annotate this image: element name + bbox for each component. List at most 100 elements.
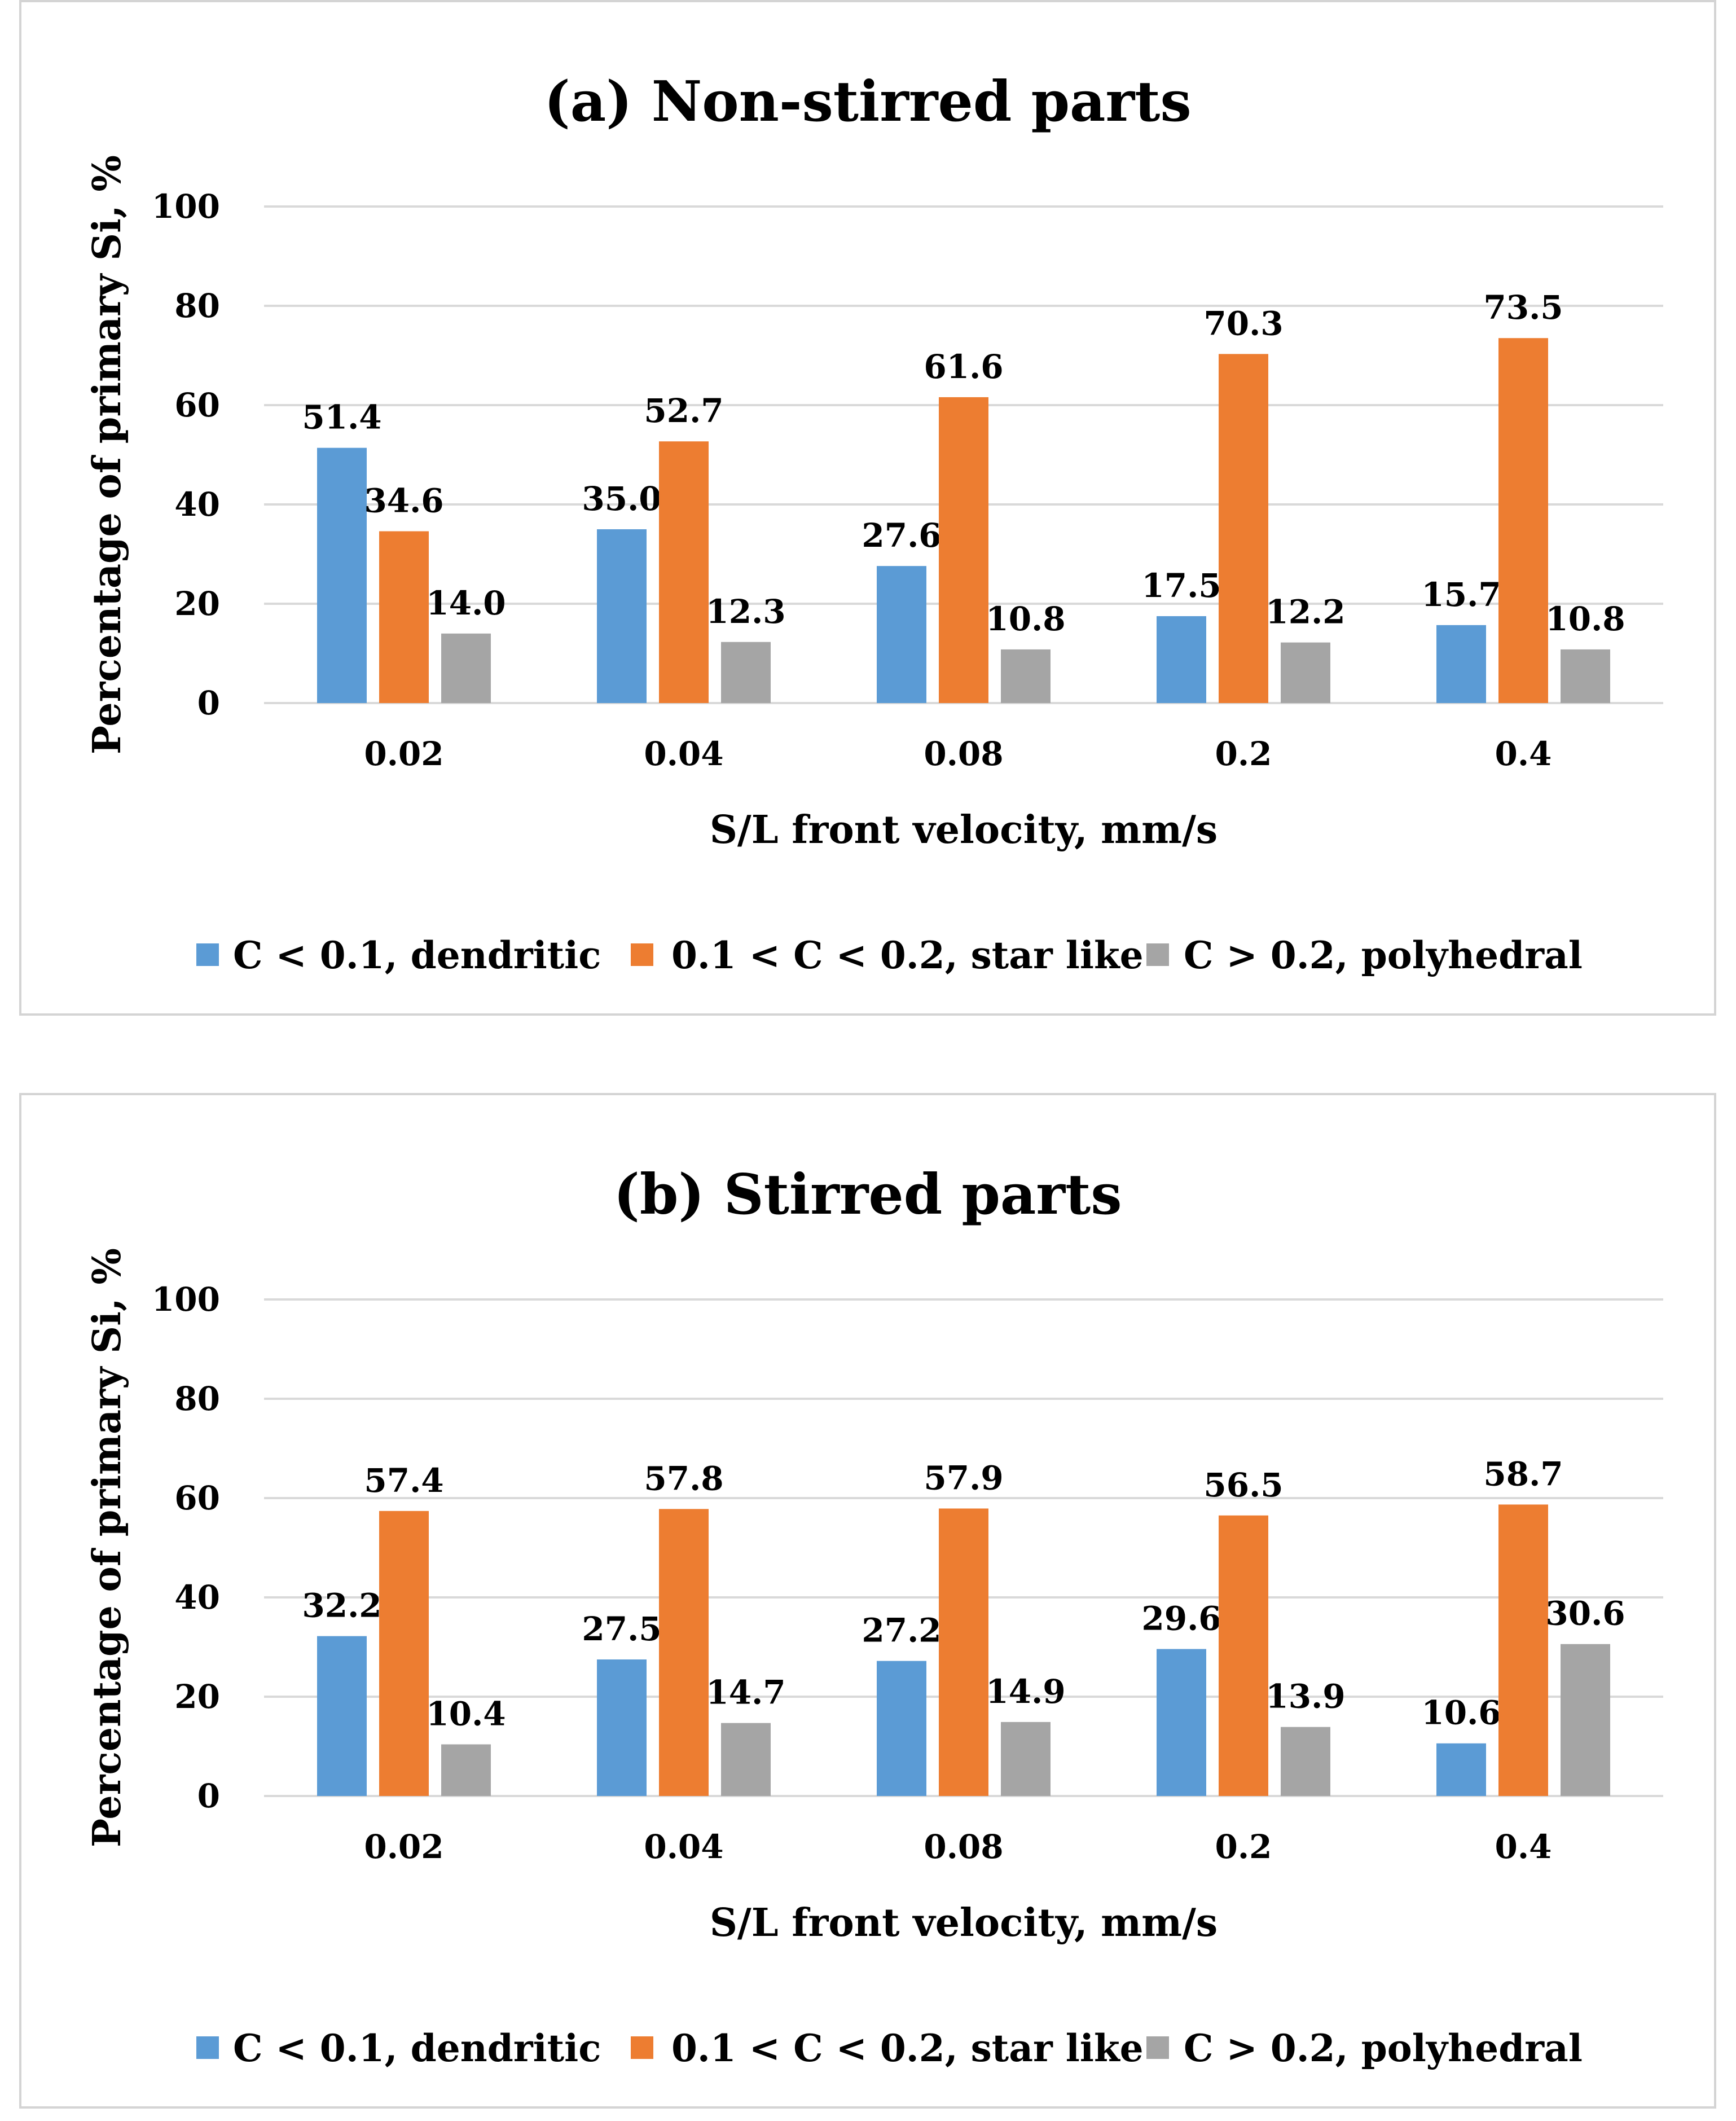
data-label: 57.8 (644, 1459, 723, 1498)
x-tick-label: 0.4 (1495, 735, 1552, 773)
bar (939, 1508, 988, 1796)
data-label: 17.5 (1141, 567, 1221, 605)
data-label: 12.3 (706, 592, 785, 631)
x-tick-label: 0.02 (364, 1828, 443, 1866)
bar (1498, 1504, 1548, 1796)
chart-panel-b: (b) Stirred parts 0 20 40 60 80 100 Percentage … (19, 1093, 1716, 2109)
data-label: 34.6 (364, 482, 443, 520)
x-tick-label: 0.4 (1495, 1828, 1552, 1866)
bar (317, 1636, 367, 1796)
data-label: 61.6 (924, 348, 1003, 386)
bar (659, 441, 709, 703)
legend-label: C > 0.2, polyhedral (1184, 933, 1583, 977)
y-tick-label: 100 (152, 187, 220, 226)
bar (441, 633, 491, 703)
y-tick-label: 60 (174, 386, 220, 424)
data-label: 14.7 (706, 1674, 785, 1712)
legend-swatch (196, 943, 219, 966)
bar (1561, 649, 1610, 703)
data-label: 30.6 (1545, 1595, 1625, 1633)
bar (1219, 1515, 1268, 1796)
bar (317, 447, 367, 703)
bar-chart-b: (b) Stirred parts 0 20 40 60 80 100 Percentage … (85, 1162, 1663, 2070)
y-tick-label: 60 (174, 1479, 220, 1517)
y-tick-label: 100 (152, 1280, 220, 1319)
y-axis-title: Percentage of primary Si, % (85, 1248, 130, 1847)
x-tick-label: 0.04 (644, 1828, 723, 1866)
data-label: 58.7 (1483, 1455, 1563, 1493)
data-label: 12.2 (1265, 593, 1345, 631)
data-label: 52.7 (644, 392, 723, 430)
data-label: 10.8 (986, 600, 1065, 638)
bar (721, 1723, 771, 1796)
bar (379, 531, 429, 703)
x-tick-label: 0.08 (924, 735, 1003, 773)
bar (597, 1659, 647, 1796)
y-tick-label: 80 (174, 287, 220, 325)
bar (1001, 649, 1051, 703)
chart-panel-a: (a) Non-stirred parts 0 20 40 60 80 100 Percent… (19, 0, 1716, 1016)
chart-title: (a) Non-stirred parts (544, 69, 1191, 134)
legend-swatch (631, 2036, 653, 2059)
legend-label: C < 0.1, dendritic (233, 933, 601, 977)
x-tick-label: 0.02 (364, 735, 443, 773)
data-label: 57.9 (924, 1459, 1003, 1497)
bar (1281, 1727, 1330, 1796)
bar (1001, 1722, 1051, 1796)
bar (659, 1509, 709, 1796)
x-tick-label: 0.04 (644, 735, 723, 773)
data-label: 29.6 (1141, 1600, 1221, 1638)
x-axis-title: S/L front velocity, mm/s (710, 1900, 1218, 1946)
y-tick-label: 40 (174, 1578, 220, 1617)
data-label: 73.5 (1483, 288, 1563, 327)
x-tick-label: 0.08 (924, 1828, 1003, 1866)
y-tick-label: 20 (174, 1678, 220, 1716)
legend-swatch (196, 2036, 219, 2059)
bar (379, 1510, 429, 1796)
bar (1436, 1743, 1486, 1796)
data-label: 13.9 (1265, 1678, 1345, 1716)
bar (597, 529, 647, 703)
y-axis-title: Percentage of primary Si, % (85, 155, 130, 754)
data-label: 10.6 (1421, 1694, 1501, 1732)
data-label: 27.2 (862, 1611, 941, 1650)
bar (721, 642, 771, 703)
x-tick-label: 0.2 (1215, 735, 1272, 773)
bar (1281, 642, 1330, 703)
y-tick-label: 0 (197, 1777, 220, 1815)
data-label: 10.4 (426, 1694, 506, 1733)
data-label: 10.8 (1545, 600, 1625, 638)
bar (939, 397, 988, 703)
data-label: 14.0 (426, 584, 506, 622)
data-label: 27.5 (582, 1610, 661, 1648)
bar (1219, 354, 1268, 703)
legend-swatch (631, 943, 653, 966)
bar (1157, 1649, 1206, 1796)
chart-title: (b) Stirred parts (614, 1162, 1122, 1227)
bar (1498, 338, 1548, 703)
bar (1436, 625, 1486, 703)
data-label: 35.0 (582, 480, 661, 518)
bar (1561, 1644, 1610, 1796)
bar (877, 566, 926, 703)
data-label: 56.5 (1203, 1466, 1283, 1504)
bar-chart-a: (a) Non-stirred parts 0 20 40 60 80 100 Percent… (85, 69, 1663, 977)
y-tick-label: 0 (197, 684, 220, 722)
data-label: 27.6 (862, 516, 941, 555)
bar (441, 1744, 491, 1796)
y-tick-label: 80 (174, 1380, 220, 1418)
data-label: 15.7 (1421, 576, 1501, 614)
legend-label: C > 0.2, polyhedral (1184, 2026, 1583, 2070)
bar (1157, 616, 1206, 703)
data-label: 14.9 (986, 1672, 1065, 1711)
data-label: 70.3 (1203, 304, 1283, 342)
data-label: 51.4 (302, 398, 381, 437)
x-axis-title: S/L front velocity, mm/s (710, 807, 1218, 853)
bar (877, 1661, 926, 1796)
legend-swatch (1146, 943, 1169, 966)
data-label: 32.2 (302, 1587, 381, 1625)
legend-label: C < 0.1, dendritic (233, 2026, 601, 2070)
data-label: 57.4 (364, 1461, 443, 1500)
legend-label: 0.1 < C < 0.2, star like (671, 933, 1144, 977)
legend-swatch (1146, 2036, 1169, 2059)
